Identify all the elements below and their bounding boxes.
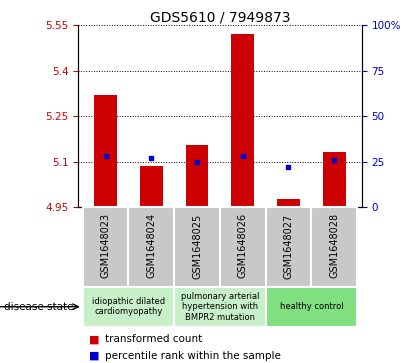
- Bar: [266, 287, 357, 327]
- Text: GSM1648025: GSM1648025: [192, 213, 202, 278]
- Text: ■: ■: [89, 351, 100, 361]
- Bar: [186, 145, 208, 207]
- Text: GSM1648023: GSM1648023: [101, 213, 111, 278]
- Bar: [128, 207, 174, 287]
- Title: GDS5610 / 7949873: GDS5610 / 7949873: [150, 10, 290, 24]
- Text: idiopathic dilated
cardiomyopathy: idiopathic dilated cardiomyopathy: [92, 297, 165, 317]
- Bar: [277, 199, 300, 207]
- Bar: [312, 207, 357, 287]
- Text: healthy control: healthy control: [279, 302, 343, 311]
- Text: disease state: disease state: [4, 302, 74, 312]
- Bar: [266, 207, 312, 287]
- Bar: [174, 287, 266, 327]
- Bar: [323, 152, 346, 207]
- Bar: [140, 166, 163, 207]
- Text: ■: ■: [89, 334, 100, 344]
- Text: percentile rank within the sample: percentile rank within the sample: [105, 351, 281, 361]
- Bar: [94, 95, 117, 207]
- Bar: [83, 207, 128, 287]
- Text: transformed count: transformed count: [105, 334, 202, 344]
- Bar: [231, 34, 254, 207]
- Bar: [83, 287, 174, 327]
- Text: pulmonary arterial
hypertension with
BMPR2 mutation: pulmonary arterial hypertension with BMP…: [181, 292, 259, 322]
- Text: GSM1648028: GSM1648028: [329, 213, 339, 278]
- Text: GSM1648026: GSM1648026: [238, 213, 248, 278]
- Bar: [174, 207, 220, 287]
- Bar: [220, 207, 266, 287]
- Text: GSM1648027: GSM1648027: [284, 213, 293, 278]
- Text: GSM1648024: GSM1648024: [146, 213, 156, 278]
